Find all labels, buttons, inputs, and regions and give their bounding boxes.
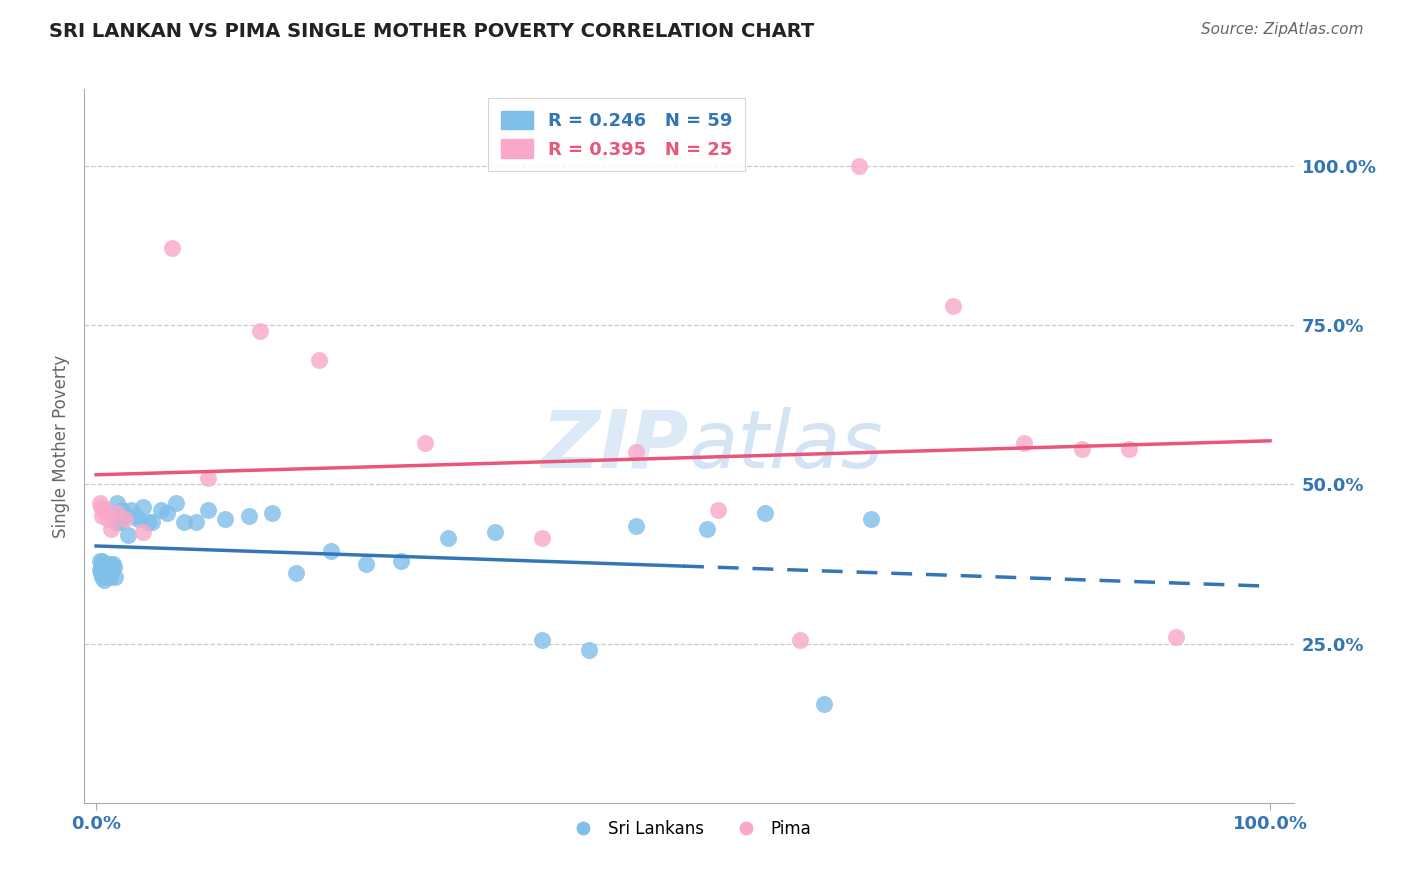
Point [94, 557, 117, 571]
Point [101, 557, 124, 571]
Point [696, 522, 718, 536]
Point [1118, 442, 1140, 457]
Point [754, 506, 776, 520]
Point [93, 573, 115, 587]
Point [132, 524, 155, 539]
Point [184, 516, 207, 530]
Point [484, 524, 506, 539]
Point [90, 566, 112, 581]
Point [98, 560, 121, 574]
Point [136, 516, 159, 530]
Point [284, 566, 307, 581]
Point [91, 569, 114, 583]
Point [238, 509, 260, 524]
Point [124, 509, 146, 524]
Point [155, 506, 177, 520]
Text: ZIP: ZIP [541, 407, 689, 485]
Point [848, 159, 870, 173]
Point [149, 502, 172, 516]
Point [100, 522, 122, 536]
Point [91, 557, 114, 571]
Point [98, 557, 121, 571]
Point [162, 242, 184, 256]
Text: Source: ZipAtlas.com: Source: ZipAtlas.com [1201, 22, 1364, 37]
Point [413, 435, 436, 450]
Point [1071, 442, 1094, 457]
Point [104, 569, 127, 583]
Point [90, 560, 112, 574]
Point [354, 557, 377, 571]
Point [89, 554, 111, 568]
Point [624, 518, 647, 533]
Point [319, 544, 342, 558]
Point [1012, 435, 1035, 450]
Point [859, 512, 882, 526]
Text: atlas: atlas [689, 407, 884, 485]
Point [173, 516, 195, 530]
Point [91, 509, 114, 524]
Point [197, 502, 219, 516]
Point [96, 569, 118, 583]
Point [165, 496, 187, 510]
Point [197, 471, 219, 485]
Point [578, 643, 600, 657]
Point [120, 502, 142, 516]
Point [105, 506, 128, 520]
Point [437, 532, 460, 546]
Point [127, 512, 149, 526]
Point [132, 500, 155, 514]
Point [1166, 630, 1188, 644]
Point [141, 516, 163, 530]
Point [97, 566, 120, 581]
Point [98, 569, 121, 583]
Point [91, 563, 114, 577]
Point [91, 554, 114, 568]
Point [117, 528, 139, 542]
Point [531, 532, 554, 546]
Point [108, 516, 131, 530]
Point [105, 516, 128, 530]
Point [707, 502, 730, 516]
Y-axis label: Single Mother Poverty: Single Mother Poverty [52, 354, 70, 538]
Point [94, 563, 117, 577]
Point [813, 697, 835, 711]
Point [100, 566, 122, 581]
Point [308, 353, 330, 368]
Point [96, 560, 118, 574]
Point [93, 560, 115, 574]
Point [91, 560, 114, 574]
Legend: Sri Lankans, Pima: Sri Lankans, Pima [560, 814, 818, 845]
Point [262, 506, 284, 520]
Point [624, 445, 647, 459]
Point [97, 563, 120, 577]
Point [389, 554, 412, 568]
Point [103, 560, 125, 574]
Text: SRI LANKAN VS PIMA SINGLE MOTHER POVERTY CORRELATION CHART: SRI LANKAN VS PIMA SINGLE MOTHER POVERTY… [49, 22, 814, 41]
Point [114, 509, 136, 524]
Point [89, 496, 111, 510]
Point [531, 633, 554, 648]
Point [90, 500, 112, 514]
Point [97, 512, 120, 526]
Point [89, 563, 111, 577]
Point [214, 512, 236, 526]
Point [111, 502, 134, 516]
Point [105, 496, 128, 510]
Point [249, 324, 271, 338]
Point [114, 512, 136, 526]
Point [942, 299, 965, 313]
Point [93, 566, 115, 581]
Point [91, 502, 114, 516]
Point [94, 502, 117, 516]
Point [789, 633, 811, 648]
